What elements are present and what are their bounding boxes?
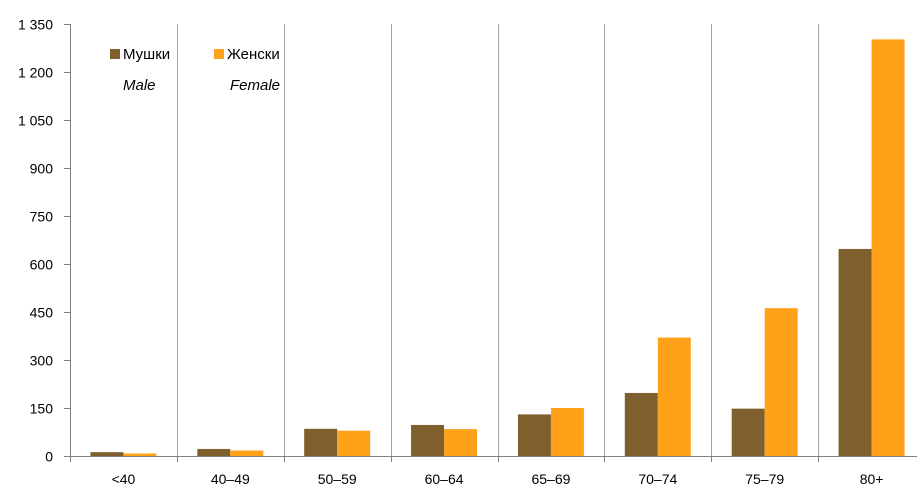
grid-lines bbox=[177, 24, 819, 456]
y-tick-label: 750 bbox=[30, 209, 54, 225]
legend-sublabel-male: Male bbox=[123, 77, 156, 94]
axes bbox=[64, 24, 917, 462]
legend-swatch-male bbox=[110, 49, 120, 59]
bar-male bbox=[731, 408, 765, 456]
x-tick-label: 80+ bbox=[860, 471, 884, 487]
y-tick-label: 600 bbox=[30, 257, 54, 273]
bar-female bbox=[764, 308, 798, 456]
x-tick-label: 40–49 bbox=[211, 471, 250, 487]
x-tick-label: 65–69 bbox=[531, 471, 570, 487]
legend-swatch-female bbox=[214, 49, 224, 59]
legend-sublabel-female: Female bbox=[230, 77, 280, 94]
bar-male bbox=[304, 428, 338, 456]
bar-male bbox=[517, 414, 551, 456]
bar-female bbox=[230, 450, 264, 456]
x-tick-label: 75–79 bbox=[745, 471, 784, 487]
y-tick-label: 1 050 bbox=[18, 113, 53, 129]
x-tick-label: 70–74 bbox=[638, 471, 677, 487]
x-axis-ticks: <40 40–49 50–59 60–64 65–69 70–74 75–79 80+ bbox=[70, 456, 884, 487]
bar-male bbox=[838, 248, 872, 456]
bar-female bbox=[123, 453, 157, 456]
x-tick-label: 60–64 bbox=[425, 471, 464, 487]
bar-female bbox=[871, 39, 905, 457]
bar-female bbox=[337, 430, 371, 456]
y-tick-label: 1 200 bbox=[18, 65, 53, 81]
bar-male bbox=[411, 424, 445, 456]
legend-label-male: Мушки bbox=[123, 46, 170, 63]
y-tick-label: 300 bbox=[30, 353, 54, 369]
x-tick-label: 50–59 bbox=[318, 471, 357, 487]
y-tick-label: 150 bbox=[30, 401, 54, 417]
bar-male bbox=[90, 452, 124, 456]
y-tick-label: 900 bbox=[30, 161, 54, 177]
y-tick-label: 1 350 bbox=[18, 17, 53, 33]
bar-female bbox=[550, 408, 584, 456]
legend-label-female: Женски bbox=[227, 46, 280, 63]
x-tick-label: <40 bbox=[112, 471, 136, 487]
y-tick-label: 0 bbox=[45, 449, 53, 465]
bars bbox=[90, 39, 905, 457]
bar-male bbox=[624, 392, 658, 456]
y-axis-ticks: 0 150 300 450 600 750 900 1 050 1 200 1 350 bbox=[18, 17, 70, 465]
bar-female bbox=[657, 337, 691, 456]
legend: Мушки Male Женски Female bbox=[110, 46, 280, 94]
bar-male bbox=[197, 448, 231, 456]
bar-female bbox=[444, 429, 478, 456]
y-tick-label: 450 bbox=[30, 305, 54, 321]
